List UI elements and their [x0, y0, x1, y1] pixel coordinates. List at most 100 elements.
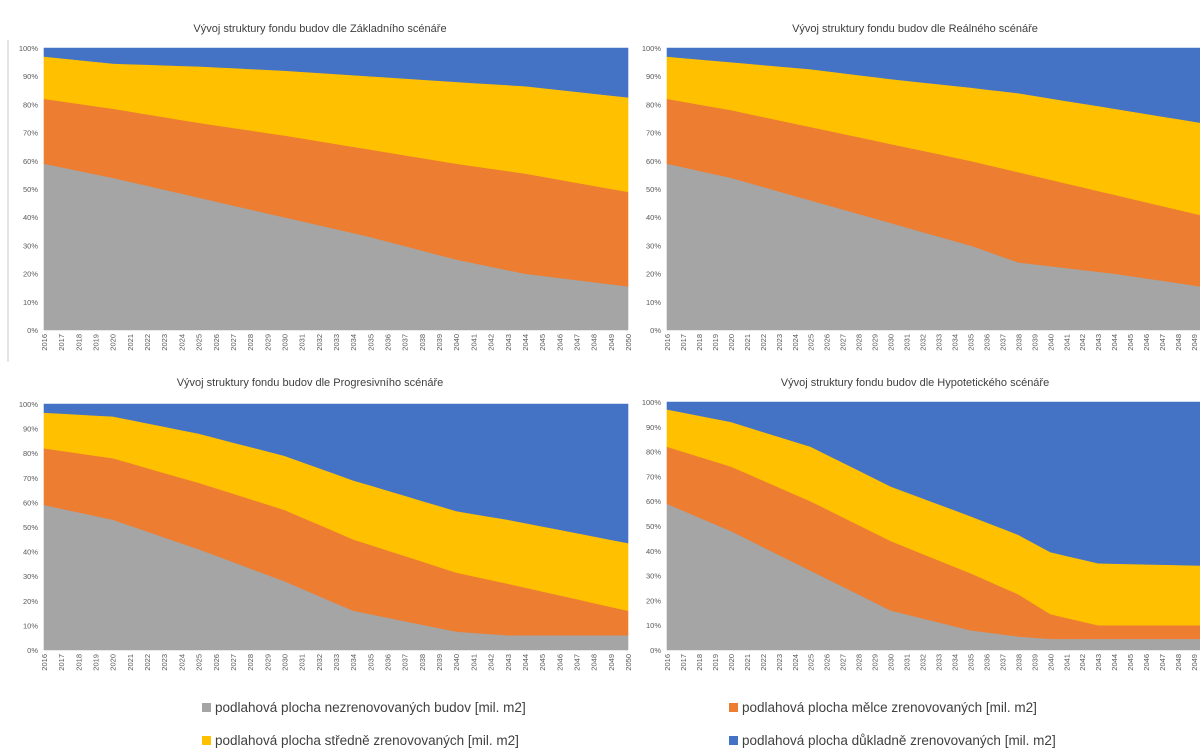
x-tick-label: 2021	[126, 334, 135, 351]
x-tick-label: 2033	[332, 654, 341, 671]
x-tick-label: 2040	[1046, 334, 1055, 351]
x-tick-label: 2027	[229, 654, 238, 671]
area-series-4	[43, 403, 629, 544]
x-tick-label: 2019	[92, 334, 101, 351]
x-tick-label: 2018	[74, 334, 83, 351]
y-axis: 0% 10% 20% 30% 40% 50% 60% 70% 80% 90% 100%	[642, 398, 662, 655]
x-tick-label: 2048	[590, 654, 599, 671]
y-tick-label: 100%	[19, 400, 39, 409]
x-tick-label: 2050	[624, 654, 633, 671]
x-tick-label: 2022	[143, 654, 152, 671]
legend-swatch	[202, 703, 211, 712]
x-tick-label: 2041	[469, 654, 478, 671]
x-tick-label: 2031	[903, 654, 912, 671]
x-tick-label: 2037	[401, 334, 410, 351]
x-tick-label: 2017	[57, 654, 66, 671]
x-tick-label: 2027	[839, 654, 848, 671]
chart-title: Vývoj struktury fondu budov dle Základní…	[193, 23, 446, 35]
x-tick-label: 2046	[1142, 654, 1151, 671]
x-tick-label: 2044	[1110, 334, 1119, 351]
x-axis: 2016 2017 2018 2019 2020 2021 2022 2023 2024 2025…	[40, 654, 633, 671]
y-tick-label: 0%	[650, 326, 661, 335]
x-tick-label: 2018	[74, 654, 83, 671]
x-tick-label: 2029	[263, 334, 272, 351]
legend-swatch	[729, 736, 738, 745]
y-tick-label: 50%	[646, 522, 661, 531]
x-tick-label: 2032	[919, 334, 928, 351]
x-tick-label: 2016	[40, 334, 49, 351]
x-tick-label: 2031	[298, 334, 307, 351]
x-tick-label: 2029	[871, 334, 880, 351]
y-tick-label: 20%	[646, 270, 661, 279]
y-tick-label: 60%	[23, 498, 38, 507]
plot-area	[666, 401, 1200, 651]
x-tick-label: 2039	[1030, 334, 1039, 351]
x-tick-label: 2021	[743, 654, 752, 671]
x-tick-label: 2025	[807, 654, 816, 671]
x-tick-label: 2038	[418, 654, 427, 671]
y-tick-label: 10%	[23, 621, 38, 630]
y-tick-label: 70%	[646, 472, 661, 481]
x-tick-label: 2026	[823, 654, 832, 671]
x-tick-label: 2038	[1014, 654, 1023, 671]
x-tick-label: 2031	[903, 334, 912, 351]
y-tick-label: 90%	[646, 423, 661, 432]
x-tick-label: 2033	[935, 334, 944, 351]
x-tick-label: 2031	[298, 654, 307, 671]
y-tick-label: 60%	[23, 157, 38, 166]
y-tick-label: 40%	[23, 548, 38, 557]
plot-area	[43, 403, 629, 651]
x-tick-label: 2023	[160, 334, 169, 351]
x-tick-label: 2024	[177, 654, 186, 671]
x-tick-label: 2050	[624, 334, 633, 351]
x-tick-label: 2035	[966, 334, 975, 351]
chart-realny: Vývoj struktury fondu budov dle Reálného…	[642, 23, 1200, 351]
x-tick-label: 2048	[590, 334, 599, 351]
x-tick-label: 2042	[487, 334, 496, 351]
legend-item: podlahová plocha středně zrenovovaných […	[202, 733, 519, 748]
x-tick-label: 2035	[366, 334, 375, 351]
chart-title: Vývoj struktury fondu budov dle Progresi…	[177, 377, 444, 389]
chart-title: Vývoj struktury fondu budov dle Hypoteti…	[781, 377, 1049, 389]
x-tick-label: 2045	[1126, 334, 1135, 351]
x-tick-label: 2023	[775, 654, 784, 671]
x-tick-label: 2026	[823, 334, 832, 351]
x-tick-label: 2044	[521, 654, 530, 671]
x-tick-label: 2043	[504, 334, 513, 351]
x-tick-label: 2022	[143, 334, 152, 351]
y-axis: 0% 10% 20% 30% 40% 50% 60% 70% 80% 90% 100%	[19, 400, 39, 655]
x-tick-label: 2049	[1190, 334, 1199, 351]
x-tick-label: 2029	[871, 654, 880, 671]
x-tick-label: 2018	[695, 334, 704, 351]
y-tick-label: 70%	[23, 129, 38, 138]
y-tick-label: 60%	[646, 497, 661, 506]
y-tick-label: 10%	[646, 621, 661, 630]
x-tick-label: 2019	[92, 654, 101, 671]
y-axis: 0% 10% 20% 30% 40% 50% 60% 70% 80% 90% 100%	[19, 44, 39, 335]
x-tick-label: 2030	[887, 334, 896, 351]
x-tick-label: 2025	[807, 334, 816, 351]
y-tick-label: 50%	[23, 523, 38, 532]
x-tick-label: 2047	[1158, 654, 1167, 671]
y-tick-label: 40%	[646, 547, 661, 556]
x-tick-label: 2046	[555, 334, 564, 351]
y-axis: 0% 10% 20% 30% 40% 50% 60% 70% 80% 90% 100%	[642, 44, 662, 335]
x-tick-label: 2044	[521, 334, 530, 351]
y-tick-label: 90%	[23, 425, 38, 434]
legend-label: podlahová plocha nezrenovovaných budov […	[215, 700, 526, 715]
x-tick-label: 2017	[679, 334, 688, 351]
x-tick-label: 2020	[109, 654, 118, 671]
plot-area	[666, 47, 1200, 331]
x-tick-label: 2030	[280, 654, 289, 671]
x-tick-label: 2032	[919, 654, 928, 671]
x-tick-label: 2039	[1030, 654, 1039, 671]
x-tick-label: 2045	[538, 334, 547, 351]
x-tick-label: 2021	[126, 654, 135, 671]
x-tick-label: 2042	[1078, 654, 1087, 671]
area-series-4	[666, 401, 1200, 566]
y-tick-label: 100%	[642, 398, 662, 407]
x-tick-label: 2039	[435, 334, 444, 351]
plot-area	[43, 47, 629, 331]
x-tick-label: 2028	[855, 654, 864, 671]
